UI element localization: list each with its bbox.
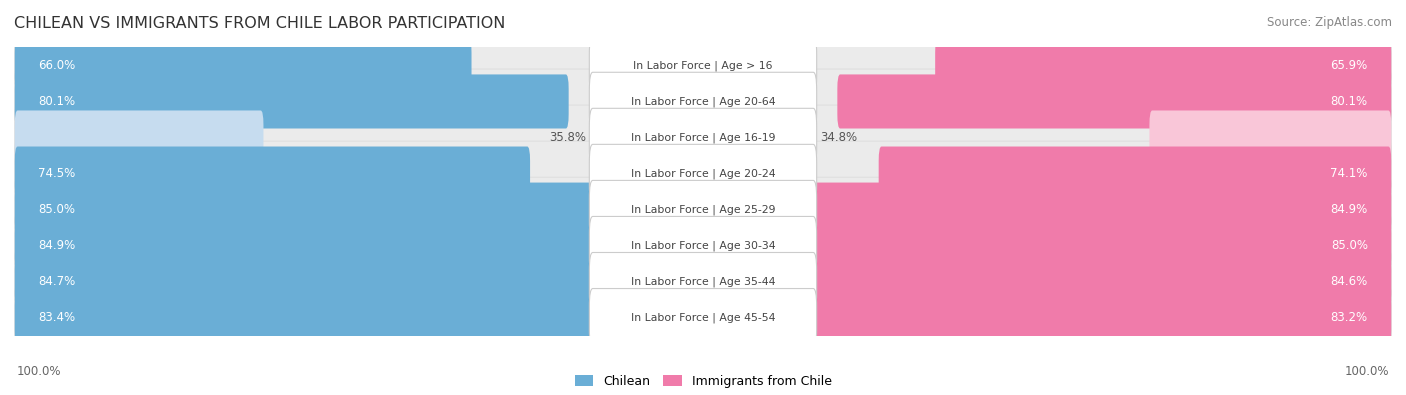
- FancyBboxPatch shape: [14, 291, 592, 345]
- FancyBboxPatch shape: [1150, 111, 1392, 165]
- FancyBboxPatch shape: [589, 36, 817, 95]
- Text: 34.8%: 34.8%: [820, 131, 858, 144]
- Text: In Labor Force | Age > 16: In Labor Force | Age > 16: [633, 60, 773, 71]
- Text: 84.6%: 84.6%: [1330, 275, 1368, 288]
- Text: 84.9%: 84.9%: [38, 239, 76, 252]
- FancyBboxPatch shape: [14, 255, 600, 309]
- Text: CHILEAN VS IMMIGRANTS FROM CHILE LABOR PARTICIPATION: CHILEAN VS IMMIGRANTS FROM CHILE LABOR P…: [14, 16, 505, 31]
- FancyBboxPatch shape: [804, 182, 1392, 237]
- FancyBboxPatch shape: [804, 218, 1392, 273]
- Text: 80.1%: 80.1%: [38, 95, 76, 108]
- Text: In Labor Force | Age 20-64: In Labor Force | Age 20-64: [631, 96, 775, 107]
- Text: 80.1%: 80.1%: [1330, 95, 1368, 108]
- FancyBboxPatch shape: [14, 111, 263, 165]
- Text: In Labor Force | Age 30-34: In Labor Force | Age 30-34: [631, 241, 775, 251]
- FancyBboxPatch shape: [14, 69, 1392, 134]
- FancyBboxPatch shape: [14, 213, 1392, 278]
- Text: 65.9%: 65.9%: [1330, 59, 1368, 72]
- Text: 35.8%: 35.8%: [548, 131, 586, 144]
- FancyBboxPatch shape: [589, 288, 817, 347]
- Text: In Labor Force | Age 16-19: In Labor Force | Age 16-19: [631, 132, 775, 143]
- FancyBboxPatch shape: [838, 74, 1392, 128]
- FancyBboxPatch shape: [807, 255, 1392, 309]
- FancyBboxPatch shape: [879, 147, 1392, 201]
- FancyBboxPatch shape: [815, 291, 1392, 345]
- FancyBboxPatch shape: [14, 249, 1392, 314]
- FancyBboxPatch shape: [14, 141, 1392, 206]
- Text: 84.7%: 84.7%: [38, 275, 76, 288]
- Text: Source: ZipAtlas.com: Source: ZipAtlas.com: [1267, 16, 1392, 29]
- FancyBboxPatch shape: [14, 147, 530, 201]
- Text: 74.5%: 74.5%: [38, 167, 76, 180]
- FancyBboxPatch shape: [589, 108, 817, 167]
- Legend: Chilean, Immigrants from Chile: Chilean, Immigrants from Chile: [569, 370, 837, 393]
- Text: 83.2%: 83.2%: [1330, 311, 1368, 324]
- FancyBboxPatch shape: [14, 38, 471, 92]
- Text: 100.0%: 100.0%: [17, 365, 62, 378]
- FancyBboxPatch shape: [589, 216, 817, 275]
- FancyBboxPatch shape: [935, 38, 1392, 92]
- Text: 84.9%: 84.9%: [1330, 203, 1368, 216]
- Text: In Labor Force | Age 20-24: In Labor Force | Age 20-24: [631, 168, 775, 179]
- FancyBboxPatch shape: [589, 144, 817, 203]
- Text: 85.0%: 85.0%: [38, 203, 75, 216]
- FancyBboxPatch shape: [589, 72, 817, 131]
- FancyBboxPatch shape: [14, 177, 1392, 242]
- Text: 66.0%: 66.0%: [38, 59, 76, 72]
- Text: 74.1%: 74.1%: [1330, 167, 1368, 180]
- FancyBboxPatch shape: [14, 74, 568, 128]
- Text: 85.0%: 85.0%: [1331, 239, 1368, 252]
- FancyBboxPatch shape: [14, 105, 1392, 170]
- Text: 83.4%: 83.4%: [38, 311, 76, 324]
- Text: In Labor Force | Age 35-44: In Labor Force | Age 35-44: [631, 276, 775, 287]
- Text: In Labor Force | Age 25-29: In Labor Force | Age 25-29: [631, 204, 775, 215]
- FancyBboxPatch shape: [14, 33, 1392, 98]
- FancyBboxPatch shape: [14, 182, 602, 237]
- Text: In Labor Force | Age 45-54: In Labor Force | Age 45-54: [631, 312, 775, 323]
- Text: 100.0%: 100.0%: [1344, 365, 1389, 378]
- FancyBboxPatch shape: [14, 285, 1392, 350]
- FancyBboxPatch shape: [14, 218, 602, 273]
- FancyBboxPatch shape: [589, 252, 817, 311]
- FancyBboxPatch shape: [589, 181, 817, 239]
